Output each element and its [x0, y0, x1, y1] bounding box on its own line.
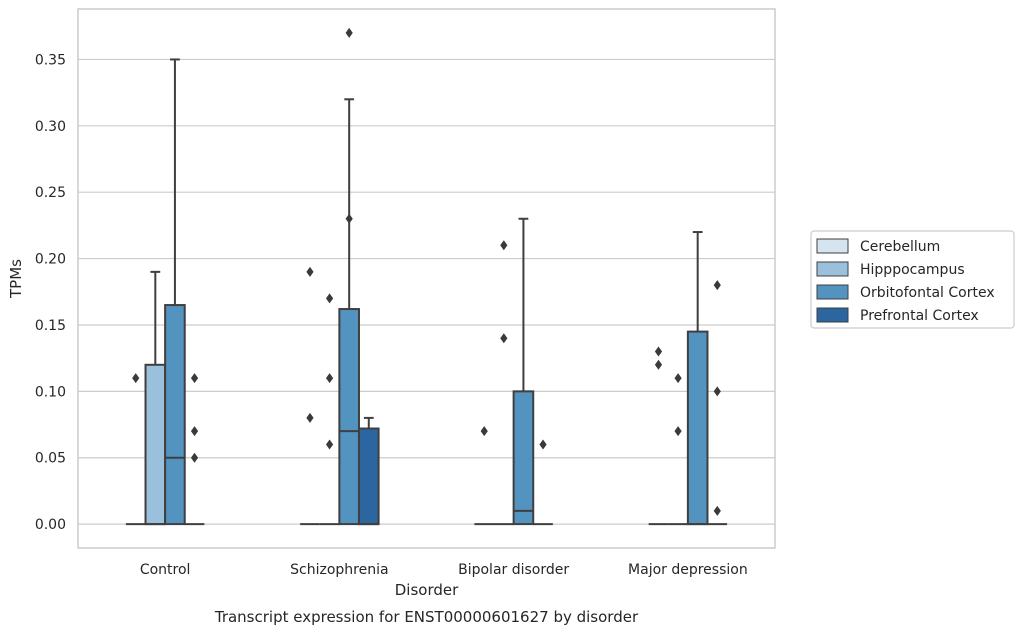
outlier-point	[674, 373, 682, 384]
outlier-point	[132, 373, 140, 384]
box	[164, 304, 186, 526]
outlier-point	[500, 240, 508, 251]
box-group	[533, 439, 553, 526]
box-group	[319, 293, 340, 526]
box-group	[184, 373, 205, 526]
legend-label: Prefrontal Cortex	[860, 308, 979, 324]
y-tick-label: 0.10	[35, 384, 66, 400]
box-group	[512, 217, 535, 526]
outlier-point	[480, 426, 488, 437]
box-group	[668, 373, 688, 526]
outlier-point	[190, 426, 199, 437]
outlier-point	[345, 27, 353, 38]
outlier-point	[674, 426, 682, 437]
y-tick-label: 0.30	[35, 119, 66, 135]
outlier-point	[345, 213, 353, 224]
outlier-point	[713, 386, 721, 397]
legend: Cerebellum Hipppocampus Orbitofontal Corte…	[810, 230, 1015, 329]
legend-swatch	[816, 238, 849, 254]
box-group	[164, 58, 186, 526]
outlier-point	[654, 346, 663, 357]
x-tick-labels: Control Schizophrenia Bipolar disorder Majo…	[140, 562, 748, 578]
box-group	[300, 266, 320, 526]
outlier-point	[190, 452, 199, 463]
box-group	[357, 416, 380, 526]
outlier-point	[306, 412, 314, 423]
chart-caption: Transcript expression for ENST0000060162…	[214, 608, 639, 626]
y-axis-label: TPMs	[7, 259, 25, 299]
outlier-point	[713, 505, 721, 516]
legend-label: Cerebellum	[860, 239, 940, 255]
outlier-point	[190, 373, 199, 384]
box	[686, 330, 709, 526]
x-tick-label: Schizophrenia	[290, 562, 388, 578]
box	[144, 363, 167, 526]
x-tick-label: Control	[140, 562, 191, 578]
outlier-point	[539, 439, 547, 450]
box-group	[648, 346, 669, 526]
legend-swatch	[816, 307, 849, 323]
outlier-point	[654, 359, 663, 370]
outlier-point	[325, 439, 334, 450]
x-axis-label: Disorder	[395, 581, 459, 599]
y-tick-label: 0.05	[35, 451, 66, 467]
box-group	[338, 27, 360, 526]
y-tick-label: 0.15	[35, 318, 66, 334]
x-tick-label: Bipolar disorder	[458, 562, 569, 578]
box-group	[144, 270, 167, 526]
plot-frame	[77, 8, 776, 549]
box-group	[686, 231, 709, 526]
box	[357, 427, 380, 526]
box-group	[494, 240, 514, 526]
outlier-point	[325, 293, 334, 304]
outlier-point	[306, 266, 314, 277]
box-group	[125, 373, 146, 526]
y-tick-label: 0.20	[35, 252, 66, 268]
legend-label: Hipppocampus	[860, 262, 965, 278]
legend-frame	[810, 230, 1015, 329]
legend-label: Orbitofontal Cortex	[860, 285, 995, 301]
legend-swatch	[816, 284, 849, 300]
box-plot-marks	[125, 27, 728, 526]
box-group	[474, 426, 495, 526]
outlier-point	[325, 373, 334, 384]
x-tick-label: Major depression	[628, 562, 748, 578]
legend-swatch	[816, 261, 849, 277]
y-tick-label: 0.00	[35, 517, 66, 533]
y-tick-label: 0.25	[35, 185, 66, 201]
y-tick-label: 0.35	[35, 52, 66, 68]
box-group	[707, 280, 728, 526]
y-tick-labels: 0.00 0.05 0.10 0.15 0.20 0.25 0.30 0.35	[35, 52, 66, 533]
outlier-point	[500, 333, 508, 344]
box	[338, 308, 360, 526]
outlier-point	[713, 280, 721, 291]
box	[512, 390, 535, 526]
